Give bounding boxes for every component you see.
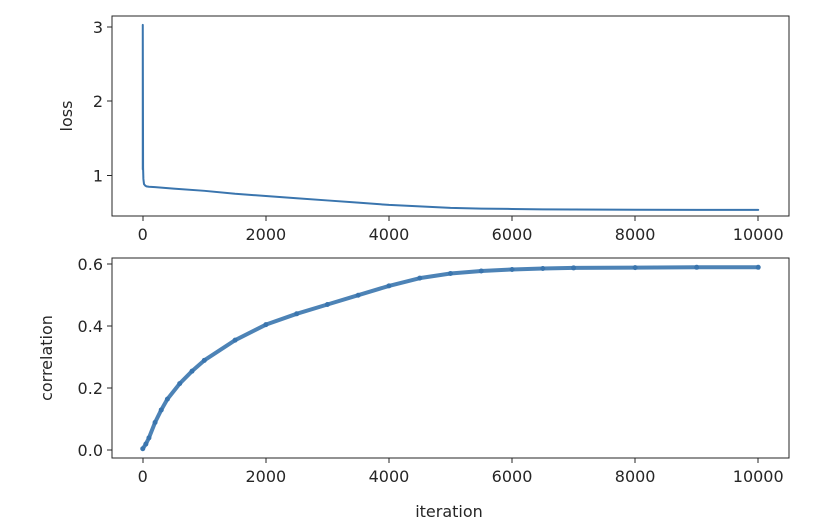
correlation-data-point bbox=[509, 266, 515, 272]
correlation-plot-area bbox=[140, 264, 761, 452]
correlation-data-point bbox=[158, 407, 164, 413]
correlation-data-point bbox=[417, 275, 423, 281]
correlation-data-point bbox=[164, 396, 170, 402]
loss-x-ticks: 0 2000 4000 6000 8000 10000 bbox=[138, 216, 784, 244]
loss-x-tick-label: 4000 bbox=[369, 225, 410, 244]
loss-x-tick-label: 6000 bbox=[492, 225, 533, 244]
correlation-y-axis-label: correlation bbox=[37, 315, 56, 401]
loss-axes-frame bbox=[111, 15, 790, 217]
correlation-x-tick-label: 8000 bbox=[615, 467, 656, 486]
correlation-data-point bbox=[189, 368, 195, 374]
correlation-x-tick-label: 10000 bbox=[733, 467, 784, 486]
correlation-x-tick-label: 0 bbox=[138, 467, 148, 486]
loss-y-ticks: 1 2 3 bbox=[93, 18, 112, 185]
correlation-data-point bbox=[571, 265, 577, 271]
correlation-x-tick-label: 6000 bbox=[492, 467, 533, 486]
correlation-data-point bbox=[140, 446, 146, 452]
correlation-subplot: 0 2000 4000 6000 8000 10000 0.0 0.2 0.4 0.6 corr… bbox=[37, 255, 790, 521]
correlation-data-point bbox=[386, 283, 392, 289]
correlation-data-point bbox=[355, 292, 361, 298]
correlation-data-point bbox=[478, 268, 484, 274]
correlation-data-point bbox=[632, 265, 638, 271]
correlation-x-ticks: 0 2000 4000 6000 8000 10000 bbox=[138, 458, 784, 486]
correlation-data-point bbox=[201, 357, 207, 363]
correlation-x-tick-label: 2000 bbox=[246, 467, 287, 486]
correlation-data-point bbox=[232, 337, 238, 343]
loss-y-tick-label: 2 bbox=[93, 92, 103, 111]
loss-y-axis-label: loss bbox=[57, 101, 76, 132]
correlation-data-point bbox=[324, 302, 330, 308]
correlation-data-point bbox=[177, 381, 183, 387]
loss-series-line bbox=[141, 23, 760, 211]
loss-y-tick-label: 1 bbox=[93, 166, 103, 185]
loss-x-tick-label: 2000 bbox=[246, 225, 287, 244]
correlation-y-tick-label: 0.6 bbox=[78, 255, 103, 274]
correlation-y-ticks: 0.0 0.2 0.4 0.6 bbox=[78, 255, 112, 460]
correlation-y-tick-label: 0.0 bbox=[78, 441, 103, 460]
correlation-data-point bbox=[143, 441, 149, 447]
correlation-data-point bbox=[540, 266, 546, 272]
loss-plot-area bbox=[141, 23, 760, 211]
correlation-data-point bbox=[294, 311, 300, 317]
loss-subplot: 0 2000 4000 6000 8000 10000 1 2 3 loss bbox=[57, 15, 790, 244]
loss-y-tick-label: 3 bbox=[93, 18, 103, 37]
correlation-axes-frame bbox=[111, 257, 790, 459]
loss-x-tick-label: 0 bbox=[138, 225, 148, 244]
correlation-x-axis-label: iteration bbox=[415, 502, 483, 521]
correlation-x-tick-label: 4000 bbox=[369, 467, 410, 486]
correlation-data-point bbox=[263, 322, 269, 328]
correlation-data-point bbox=[146, 435, 152, 441]
correlation-data-point bbox=[694, 264, 700, 270]
correlation-data-point bbox=[755, 264, 761, 270]
correlation-data-point bbox=[152, 419, 158, 425]
correlation-data-point bbox=[448, 271, 453, 276]
correlation-y-tick-label: 0.2 bbox=[78, 379, 103, 398]
loss-x-tick-label: 8000 bbox=[615, 225, 656, 244]
loss-x-tick-label: 10000 bbox=[733, 225, 784, 244]
correlation-y-tick-label: 0.4 bbox=[78, 317, 103, 336]
